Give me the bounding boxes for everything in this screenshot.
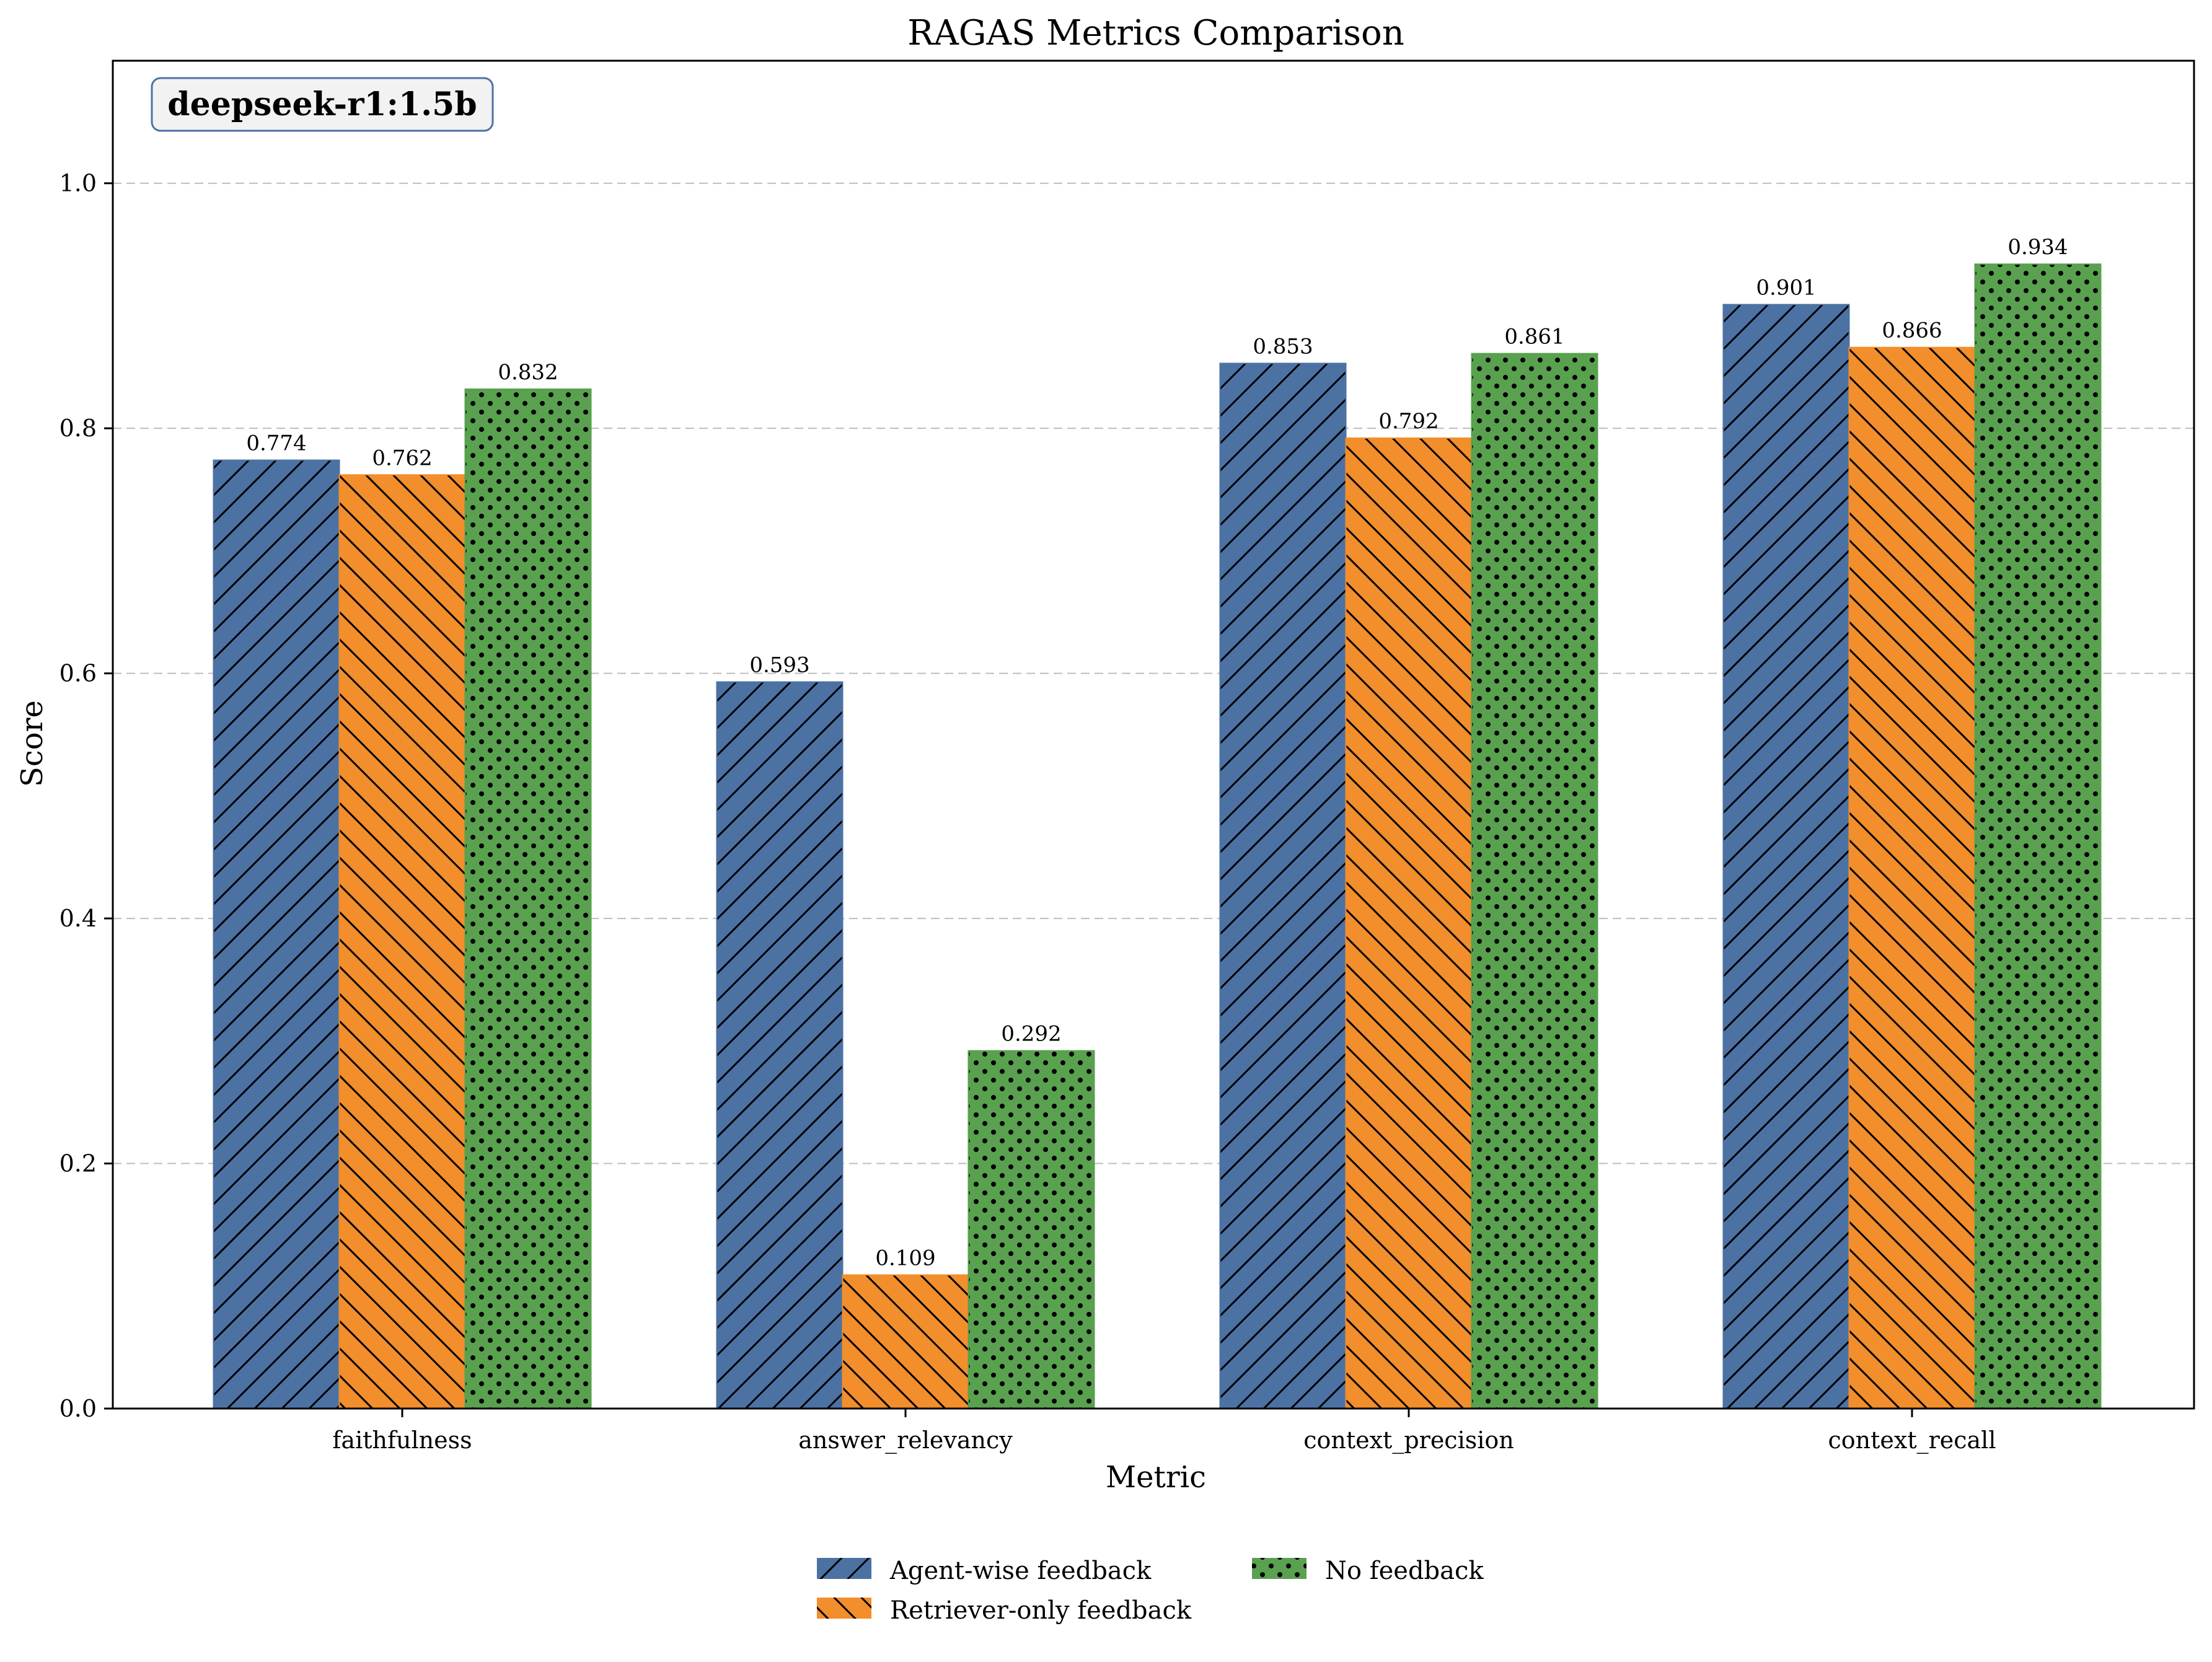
bar-hatch (842, 1275, 969, 1409)
y-tick-label: 0.4 (59, 905, 97, 932)
bar-hatch (968, 1050, 1095, 1409)
bar (716, 681, 844, 1409)
legend-swatch-hatch (817, 1598, 871, 1619)
y-ticks: 0.0 0.2 0.4 0.6 0.8 1.0 (59, 170, 113, 1422)
bar (464, 388, 592, 1410)
bar (1219, 363, 1347, 1409)
y-tick-label: 0.0 (59, 1395, 97, 1422)
legend-item: No feedback (1252, 1557, 1484, 1585)
bar-hatch (1975, 264, 2101, 1409)
model-annotation-text: deepseek-r1:1.5b (167, 86, 477, 123)
bar-hatch (1346, 438, 1472, 1409)
bar-value-label: 0.861 (1504, 325, 1564, 350)
model-annotation: deepseek-r1:1.5b (151, 77, 494, 132)
bar (1974, 263, 2102, 1409)
legend-label: Agent-wise feedback (889, 1557, 1152, 1585)
bar-hatch (716, 682, 843, 1409)
bar (1722, 304, 1850, 1409)
x-tick-label: context_recall (1828, 1427, 1996, 1454)
y-tick-label: 1.0 (59, 170, 97, 197)
legend-label: Retriever-only feedback (890, 1596, 1192, 1625)
x-axis-label: Metric (1106, 1460, 1206, 1495)
bar (338, 474, 466, 1409)
legend-swatch-hatch (817, 1558, 871, 1579)
bar-value-label: 0.774 (246, 431, 306, 456)
bar-value-label: 0.934 (2007, 235, 2068, 260)
bar-hatch (1220, 363, 1346, 1409)
bar (842, 1274, 969, 1410)
bar-value-label: 0.792 (1378, 409, 1439, 434)
legend-item: Retriever-only feedback (817, 1596, 1192, 1625)
bar-hatch (1471, 353, 1598, 1409)
bar-value-label: 0.292 (1001, 1022, 1061, 1047)
chart-title: RAGAS Metrics Comparison (907, 13, 1404, 53)
x-tick-label: faithfulness (332, 1427, 472, 1454)
legend: Agent-wise feedback Retriever-only feedba… (817, 1557, 1484, 1625)
bars (213, 263, 2102, 1410)
y-tick-label: 0.2 (59, 1150, 97, 1177)
plot-frame (112, 59, 2195, 1410)
y-axis-label: Score (15, 700, 50, 787)
bar-value-label: 0.866 (1882, 319, 1942, 343)
bar (213, 459, 340, 1409)
bar-value-label: 0.853 (1253, 334, 1313, 359)
bar (1345, 437, 1473, 1409)
y-tick-label: 0.6 (59, 660, 97, 687)
bar-hatch (339, 475, 465, 1409)
bar-hatch (213, 460, 340, 1409)
bar-hatch (465, 389, 591, 1409)
bar-value-label: 0.109 (875, 1246, 935, 1270)
bar-value-label: 0.593 (749, 653, 809, 677)
legend-item: Agent-wise feedback (817, 1557, 1152, 1585)
y-tick-label: 0.8 (59, 415, 97, 442)
bar (1471, 353, 1598, 1409)
value-labels: 0.774 0.762 0.832 0.593 0.109 0.292 0.853 0.792… (246, 235, 2068, 1270)
bar-value-label: 0.762 (372, 446, 432, 470)
bar-value-label: 0.832 (498, 360, 558, 385)
x-tick-label: answer_relevancy (798, 1427, 1013, 1454)
x-ticks: faithfulness answer_relevancy context_prec… (332, 1409, 1996, 1454)
bar (967, 1050, 1095, 1409)
model-annotation-box (151, 77, 494, 132)
legend-label: No feedback (1325, 1557, 1484, 1585)
bar-value-label: 0.901 (1756, 275, 1816, 300)
x-tick-label: context_precision (1303, 1427, 1514, 1454)
bar-hatch (1723, 304, 1849, 1409)
bar-hatch (1849, 347, 1975, 1409)
legend-swatch-hatch (1252, 1558, 1306, 1579)
bar (1848, 346, 1976, 1410)
